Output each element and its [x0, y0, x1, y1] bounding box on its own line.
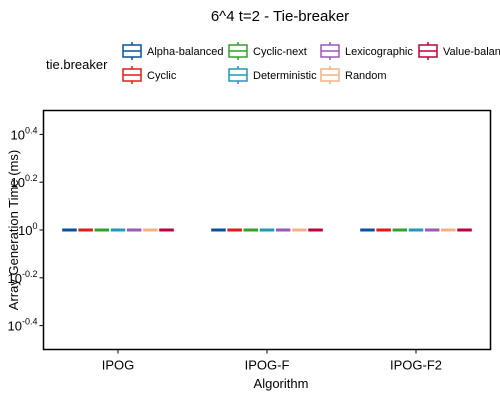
y-tick-label: 100.2	[11, 173, 38, 190]
y-tick-label: 100.4	[11, 125, 38, 142]
y-axis-title: Array Generation Time (ms)	[6, 150, 21, 310]
x-tick-label: IPOG-F	[245, 358, 290, 373]
legend-label-random: Random	[345, 70, 387, 82]
legend-label-cyclic-next: Cyclic-next	[253, 46, 307, 58]
legend: Alpha-balanced Cyclic Cyclic-next Determini…	[122, 42, 500, 84]
y-tick-label: 10-0.2	[8, 269, 38, 286]
x-tick-label: IPOG-F2	[390, 358, 442, 373]
legend-title: tie.breaker	[46, 57, 108, 72]
y-tick-label: 100	[18, 221, 37, 238]
x-axis-title: Algorithm	[254, 376, 309, 391]
x-tick-label: IPOG	[102, 358, 135, 373]
chart-title: 6^4 t=2 - Tie-breaker	[211, 8, 349, 25]
legend-label-alpha-balanced: Alpha-balanced	[147, 46, 223, 58]
legend-label-cyclic: Cyclic	[147, 70, 177, 82]
y-tick-label: 10-0.4	[8, 317, 38, 334]
y-axis: 100.4 100.2 100 10-0.2 10-0.4	[8, 125, 44, 334]
legend-label-lexicographic: Lexicographic	[345, 46, 413, 58]
legend-label-deterministic: Deterministic	[253, 70, 317, 82]
x-axis: IPOG IPOG-F IPOG-F2	[102, 349, 442, 373]
legend-label-value-balanced: Value-balanced	[443, 46, 500, 58]
